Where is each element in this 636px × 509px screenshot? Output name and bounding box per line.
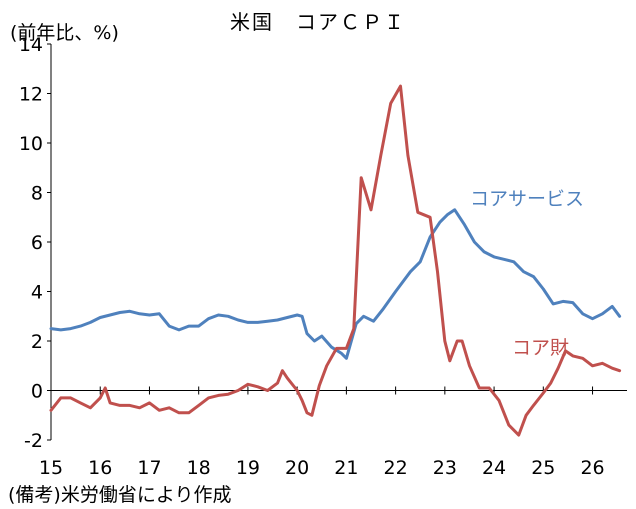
y-tick-label: -2 bbox=[24, 430, 43, 452]
x-tick-label: 16 bbox=[88, 457, 112, 479]
y-tick-label: 8 bbox=[31, 183, 43, 205]
y-tick-label: 12 bbox=[19, 84, 43, 106]
x-tick-label: 17 bbox=[137, 457, 161, 479]
x-tick-label: 19 bbox=[236, 457, 260, 479]
x-tick-label: 26 bbox=[580, 457, 604, 479]
y-tick-label: 2 bbox=[31, 331, 43, 353]
x-tick-label: 20 bbox=[285, 457, 309, 479]
source-note: (備考)米労働省により作成 bbox=[8, 484, 232, 506]
y-tick-label: 6 bbox=[31, 232, 43, 254]
x-tick-label: 25 bbox=[531, 457, 555, 479]
series-line-core-goods bbox=[49, 84, 622, 437]
x-tick-label: 22 bbox=[384, 457, 408, 479]
x-tick-label: 24 bbox=[482, 457, 506, 479]
series-label-core-goods: コア財 bbox=[512, 337, 569, 359]
x-tick-label: 23 bbox=[433, 457, 457, 479]
y-tick-label: 14 bbox=[19, 34, 43, 56]
y-tick-label: 0 bbox=[31, 381, 43, 403]
y-tick-label: 4 bbox=[31, 282, 43, 304]
y-tick-label: 10 bbox=[19, 133, 43, 155]
unit-label: (前年比、%) bbox=[10, 22, 119, 44]
x-tick-label: 21 bbox=[334, 457, 358, 479]
x-tick-label: 18 bbox=[187, 457, 211, 479]
series-label-core-services: コアサービス bbox=[470, 188, 584, 210]
chart-title: 米国 コアＣＰＩ bbox=[230, 10, 406, 34]
x-tick-label: 15 bbox=[39, 457, 63, 479]
series-line-core-services bbox=[49, 208, 622, 360]
chart-series-layer bbox=[49, 84, 622, 437]
